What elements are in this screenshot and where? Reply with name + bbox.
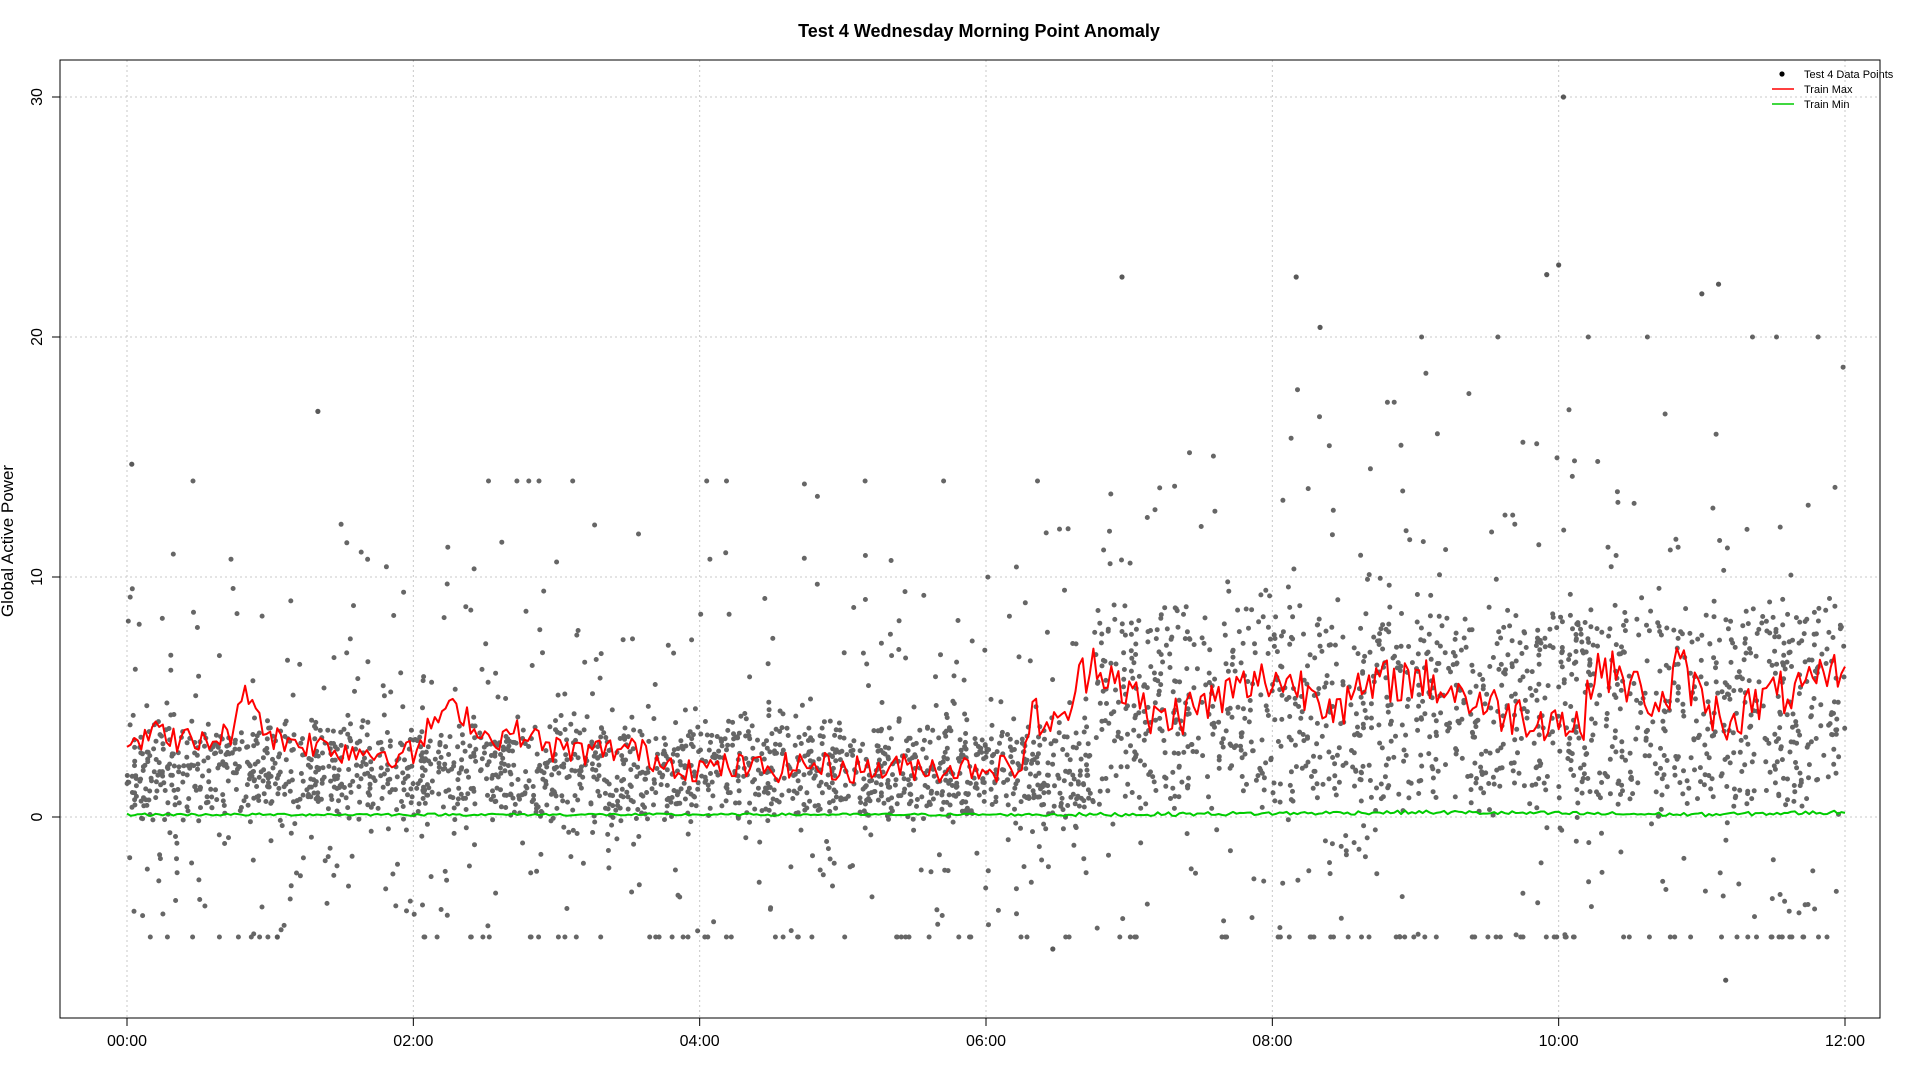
outlier-point	[1699, 291, 1705, 297]
x-tick-label: 04:00	[680, 1033, 720, 1050]
y-tick-label: 0	[29, 812, 46, 821]
series-line	[126, 809, 1846, 818]
outlier-point	[1715, 281, 1722, 287]
outlier-point	[1317, 324, 1323, 330]
x-tick-label: 00:00	[107, 1033, 147, 1050]
legend: Test 4 Data Points Train Max Train Min	[1772, 69, 1894, 111]
outlier-point	[1293, 274, 1299, 280]
y-axis-label: Global Active Power	[0, 465, 17, 617]
x-axis: 00:00 02:00 04:00 06:00 08:00 10:00 12:00	[107, 1017, 1865, 1050]
outlier-point	[1560, 94, 1567, 100]
series-line	[126, 647, 1846, 784]
outlier-point	[1556, 262, 1562, 268]
legend-marker	[1779, 71, 1785, 77]
outlier-point	[274, 934, 280, 940]
outlier-point	[1119, 274, 1125, 280]
y-tick-label: 20	[29, 328, 46, 346]
x-tick-label: 06:00	[966, 1033, 1006, 1050]
outlier-point	[1544, 272, 1550, 278]
data-points	[124, 94, 1848, 983]
y-tick-label: 30	[29, 88, 46, 106]
outlier-point	[129, 461, 135, 467]
x-tick-label: 08:00	[1252, 1033, 1292, 1050]
series-lines	[126, 647, 1846, 818]
outlier-point	[1050, 946, 1056, 952]
x-tick-label: 12:00	[1825, 1033, 1865, 1050]
legend-label: Train Min	[1804, 99, 1849, 111]
y-tick-label: 10	[29, 568, 46, 586]
x-tick-label: 10:00	[1539, 1033, 1579, 1050]
y-axis: 0 10 20 30	[29, 88, 61, 821]
x-tick-label: 02:00	[393, 1033, 433, 1050]
chart-title: Test 4 Wednesday Morning Point Anomaly	[798, 21, 1160, 41]
legend-label: Test 4 Data Points	[1804, 69, 1894, 81]
outlier-point	[315, 408, 321, 414]
outlier-point	[1723, 977, 1729, 983]
legend-label: Train Max	[1804, 84, 1853, 96]
